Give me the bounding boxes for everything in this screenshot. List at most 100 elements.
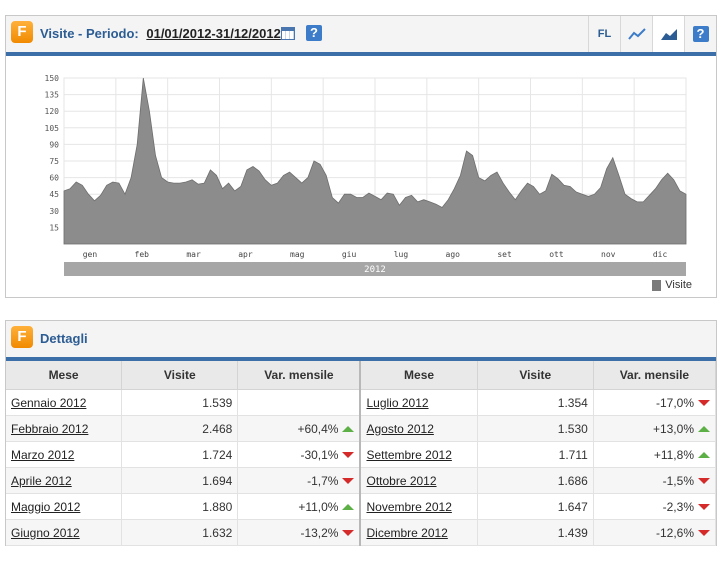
table-row: Gennaio 2012 1.539 Luglio 2012 1.354 -17,0% bbox=[6, 389, 717, 416]
trend-wrapper bbox=[338, 500, 355, 514]
x-tick-label: feb bbox=[135, 250, 150, 259]
change-value: +11,8% bbox=[653, 447, 694, 462]
arrow-up-icon bbox=[342, 503, 355, 510]
visits-panel-header: F Visite - Periodo: 01/01/2012-31/12/201… bbox=[6, 16, 716, 56]
month-link[interactable]: Gennaio 2012 bbox=[6, 389, 123, 416]
monthly-change: +13,0% bbox=[593, 415, 717, 442]
monthly-change: -2,3% bbox=[593, 493, 717, 520]
y-tick-label: 45 bbox=[49, 190, 59, 199]
month-link[interactable]: Maggio 2012 bbox=[6, 493, 123, 520]
x-tick-label: giu bbox=[342, 250, 357, 259]
arrow-down-icon bbox=[698, 477, 710, 484]
visits-value: 1.686 bbox=[477, 467, 594, 494]
visits-value: 1.724 bbox=[121, 441, 239, 468]
change-value: -2,3% bbox=[662, 499, 694, 514]
logo-icon: F bbox=[11, 21, 33, 43]
visits-value: 1.647 bbox=[477, 493, 594, 520]
table-row: Febbraio 2012 2.468 +60,4% Agosto 2012 1.530… bbox=[6, 415, 717, 442]
x-tick-label: gen bbox=[83, 250, 98, 259]
legend-swatch bbox=[652, 279, 662, 291]
help-icon[interactable]: ? bbox=[306, 25, 322, 41]
x-tick-label: dic bbox=[653, 250, 668, 259]
visits-panel-title: Visite - Periodo: 01/01/2012-31/12/2012 bbox=[40, 26, 281, 41]
trend-wrapper bbox=[338, 526, 355, 540]
visits-value: 1.539 bbox=[121, 389, 239, 416]
monthly-change: -17,0% bbox=[593, 389, 717, 416]
month-link[interactable]: Dicembre 2012 bbox=[360, 519, 478, 546]
monthly-change: -30,1% bbox=[237, 441, 362, 468]
change-value: +13,0% bbox=[652, 421, 694, 436]
trend-wrapper bbox=[694, 500, 710, 514]
chart-help-button[interactable]: ? bbox=[684, 16, 716, 52]
line-chart-button[interactable] bbox=[620, 16, 652, 52]
visits-value: 1.694 bbox=[121, 467, 239, 494]
col-header-visits: Visite bbox=[121, 361, 239, 390]
month-link[interactable]: Febbraio 2012 bbox=[6, 415, 123, 442]
change-value: -12,6% bbox=[655, 525, 694, 540]
details-panel-header: F Dettagli bbox=[6, 321, 716, 361]
visits-title-label: Visite - Periodo: bbox=[40, 26, 139, 41]
month-link[interactable]: Agosto 2012 bbox=[360, 415, 478, 442]
y-tick-label: 60 bbox=[49, 174, 59, 183]
monthly-change: -13,2% bbox=[237, 519, 362, 546]
month-link[interactable]: Luglio 2012 bbox=[360, 389, 478, 416]
x-tick-label: apr bbox=[238, 250, 253, 259]
arrow-down-icon bbox=[698, 399, 710, 406]
area-chart-button[interactable] bbox=[652, 16, 684, 52]
month-link[interactable]: Marzo 2012 bbox=[6, 441, 123, 468]
monthly-change: -1,5% bbox=[593, 467, 717, 494]
period-link[interactable]: 01/01/2012-31/12/2012 bbox=[146, 26, 281, 41]
col-header-monthly-change: Var. mensile bbox=[593, 361, 717, 390]
calendar-icon[interactable] bbox=[281, 27, 295, 40]
col-header-monthly-change: Var. mensile bbox=[237, 361, 362, 390]
visits-area bbox=[63, 77, 687, 245]
visits-value: 1.632 bbox=[121, 519, 239, 546]
monthly-change: +60,4% bbox=[237, 415, 362, 442]
chart-legend: Visite bbox=[652, 279, 692, 291]
change-value: -1,7% bbox=[307, 473, 339, 488]
y-tick-label: 15 bbox=[49, 223, 59, 232]
month-link[interactable]: Ottobre 2012 bbox=[360, 467, 478, 494]
visits-value: 1.880 bbox=[121, 493, 239, 520]
month-link[interactable]: Settembre 2012 bbox=[360, 441, 478, 468]
y-tick-label: 90 bbox=[49, 140, 59, 149]
trend-wrapper bbox=[338, 474, 355, 488]
month-link[interactable]: Giugno 2012 bbox=[6, 519, 123, 546]
x-tick-label: ago bbox=[446, 250, 461, 259]
y-tick-label: 75 bbox=[49, 157, 59, 166]
visits-area-chart: 15 30 45 60 75 90 105 120 135 150 gen feb mar apr mag g… bbox=[45, 74, 687, 276]
monthly-change: +11,0% bbox=[237, 493, 362, 520]
table-row: Giugno 2012 1.632 -13,2% Dicembre 2012 1.439… bbox=[6, 519, 717, 546]
chart-toolbar: FL ? bbox=[588, 16, 716, 52]
y-tick-label: 120 bbox=[45, 107, 60, 116]
trend-wrapper bbox=[338, 422, 355, 436]
month-link[interactable]: Aprile 2012 bbox=[6, 467, 123, 494]
col-header-month: Mese bbox=[6, 361, 123, 390]
year-band bbox=[64, 262, 686, 276]
change-value: +11,0% bbox=[298, 499, 339, 514]
help-icon: ? bbox=[692, 26, 709, 42]
visits-value: 2.468 bbox=[121, 415, 239, 442]
change-value: -30,1% bbox=[300, 447, 339, 462]
x-tick-label: ott bbox=[549, 250, 564, 259]
year-label: 2012 bbox=[364, 265, 386, 275]
area-chart-icon bbox=[660, 29, 677, 40]
arrow-up-icon bbox=[698, 425, 710, 432]
y-tick-label: 105 bbox=[45, 124, 60, 133]
x-tick-label: nov bbox=[601, 250, 616, 259]
change-value: -13,2% bbox=[300, 525, 339, 540]
monthly-change: -1,7% bbox=[237, 467, 362, 494]
month-link[interactable]: Novembre 2012 bbox=[360, 493, 478, 520]
table-row: Aprile 2012 1.694 -1,7% Ottobre 2012 1.686 -1… bbox=[6, 467, 717, 494]
y-tick-label: 150 bbox=[45, 74, 60, 83]
arrow-down-icon bbox=[698, 529, 710, 536]
x-tick-label: mag bbox=[290, 250, 305, 259]
arrow-up-icon bbox=[342, 425, 355, 432]
fl-button[interactable]: FL bbox=[588, 16, 620, 52]
col-header-visits: Visite bbox=[477, 361, 594, 390]
visits-panel: F Visite - Periodo: 01/01/2012-31/12/201… bbox=[5, 15, 717, 298]
table-row: Marzo 2012 1.724 -30,1% Settembre 2012 1.711… bbox=[6, 441, 717, 468]
trend-wrapper bbox=[694, 474, 710, 488]
change-value: -1,5% bbox=[662, 473, 694, 488]
monthly-change bbox=[237, 389, 362, 416]
